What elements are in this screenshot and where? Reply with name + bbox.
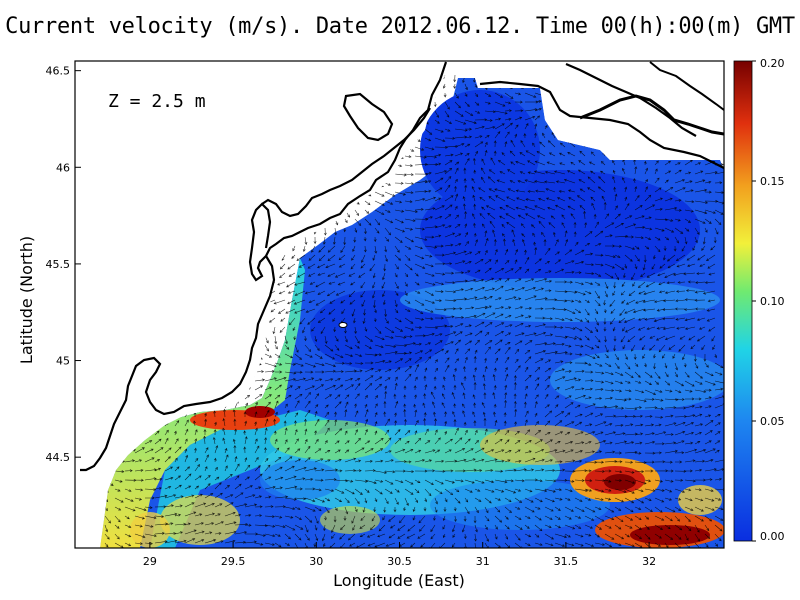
y-tick-label: 46.5	[46, 65, 71, 78]
x-tick-label: 31	[476, 555, 490, 568]
x-tick-label: 31.5	[554, 555, 579, 568]
coastline-north	[479, 80, 724, 169]
colorbar-ticks: 0.00 0.05 0.10 0.15 0.20	[752, 57, 785, 543]
y-axis-label: Latitude (North)	[17, 236, 36, 364]
x-tick-label: 29	[143, 555, 157, 568]
colorbar-tick-label: 0.15	[760, 175, 785, 188]
colorbar-tick-label: 0.05	[760, 415, 785, 428]
x-tick-label: 30	[309, 555, 323, 568]
island-marker	[338, 322, 348, 328]
depth-label: Z = 2.5 m	[108, 91, 206, 112]
colorbar-tick-label: 0.20	[760, 57, 785, 70]
x-tick-label: 30.5	[387, 555, 412, 568]
x-axis-label: Longitude (East)	[333, 571, 465, 590]
colorbar-tick-label: 0.10	[760, 295, 785, 308]
y-axis-ticks: 44.5 45 45.5 46 46.5	[46, 65, 81, 464]
coastline-west	[248, 61, 448, 282]
colorbar-gradient	[733, 60, 753, 542]
velocity-field	[75, 61, 724, 548]
x-tick-label: 29.5	[221, 555, 246, 568]
chart-title: Current velocity (m/s). Date 2012.06.12.…	[5, 14, 795, 39]
y-tick-label: 46	[56, 161, 70, 174]
x-tick-label: 32	[642, 555, 656, 568]
colorbar-tick-label: 0.00	[760, 530, 785, 543]
x-axis-ticks: 29 29.5 30 30.5 31 31.5 32	[143, 542, 656, 568]
y-tick-label: 45	[56, 355, 70, 368]
y-tick-label: 45.5	[46, 258, 71, 271]
y-tick-label: 44.5	[46, 451, 71, 464]
colorbar: 0.00 0.05 0.10 0.15 0.20	[733, 57, 785, 543]
land-mask	[75, 61, 445, 548]
